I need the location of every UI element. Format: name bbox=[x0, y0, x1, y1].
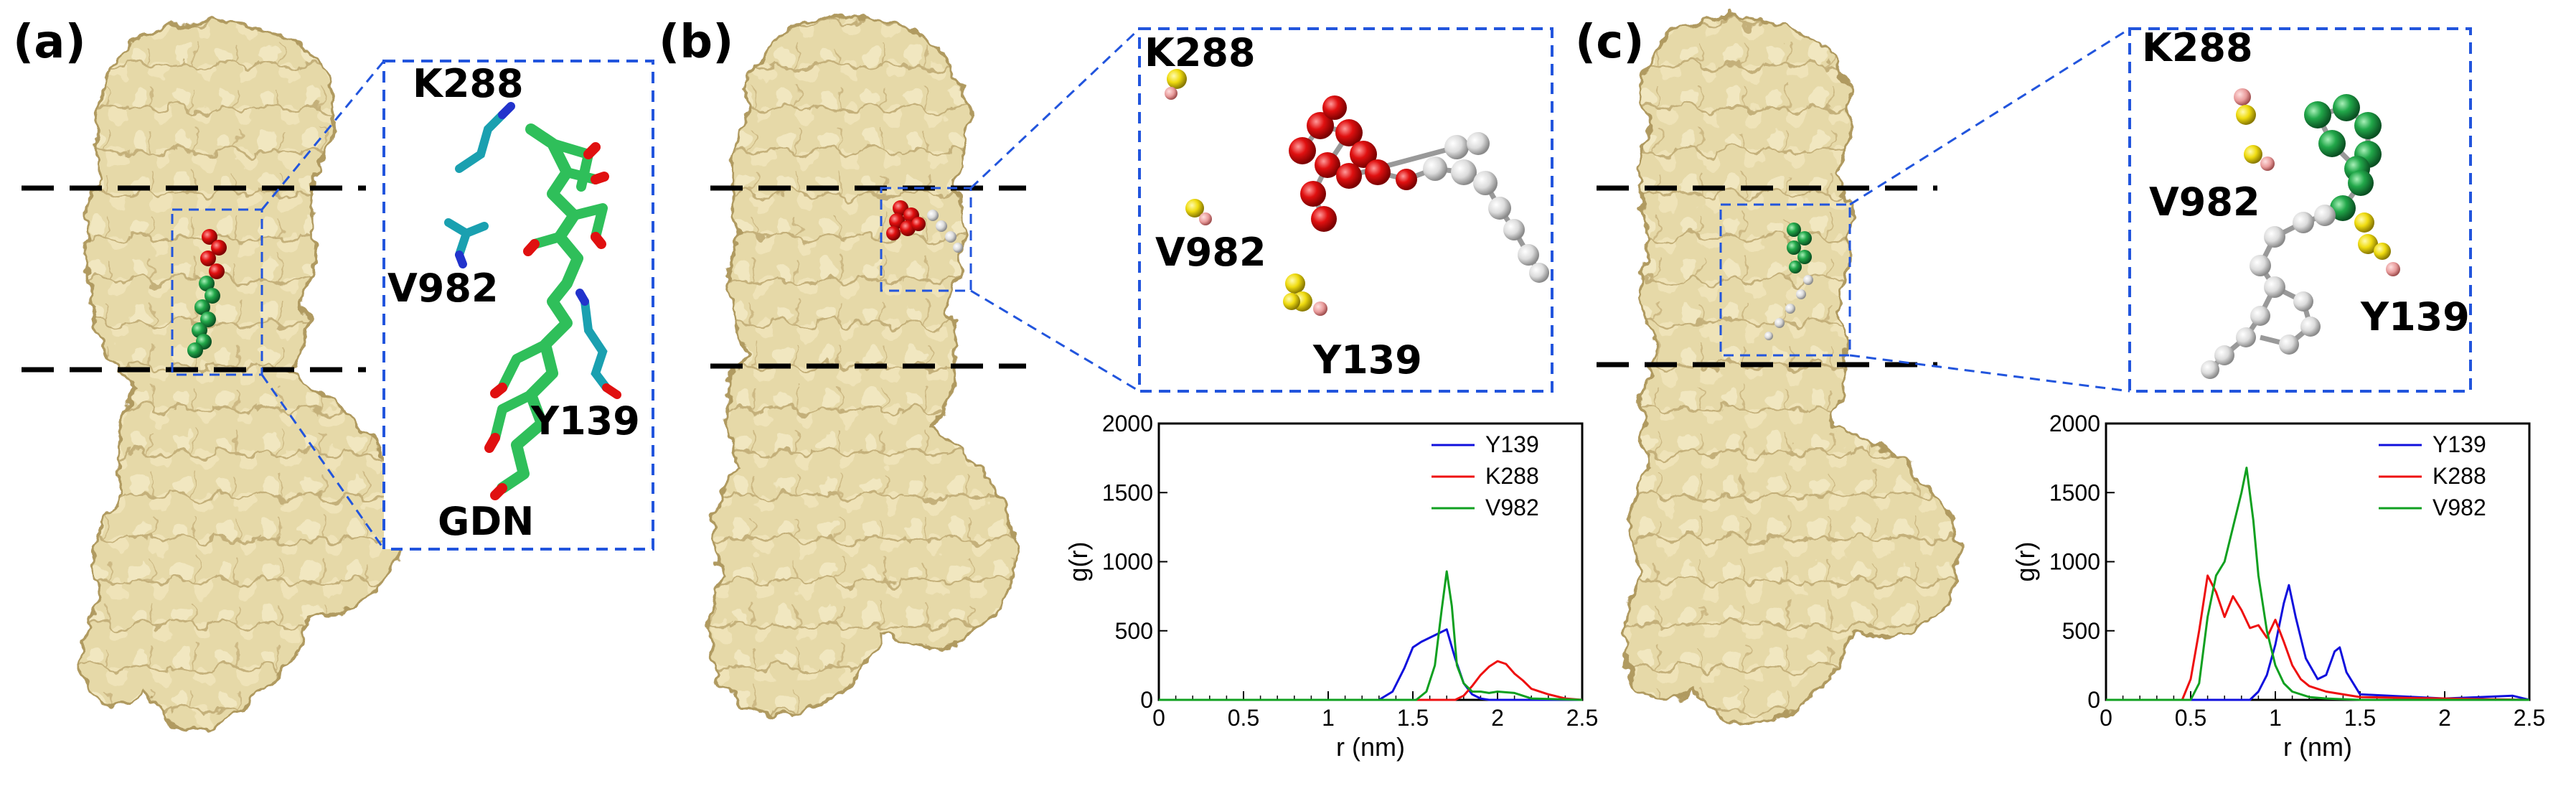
zoom-inset-c bbox=[2128, 27, 2472, 393]
residue-label-y139-c: Y139 bbox=[2360, 294, 2470, 340]
residue-k288-sticks bbox=[455, 102, 515, 173]
chart-1-x-axis-label: r (nm) bbox=[2283, 732, 2352, 762]
panel-c-label: (c) bbox=[1575, 16, 1644, 69]
chart-1-x-tick-label: 2.5 bbox=[2514, 705, 2545, 731]
zoom-connector-c1 bbox=[1849, 27, 2130, 206]
residue-y139-balls-b bbox=[1283, 273, 1327, 316]
residue-label-v982-b: V982 bbox=[1155, 230, 1266, 275]
gr-chart-c: 0 0.5 1 1.5 2 2.5 0 500 1000 1500 2000 r (nm) g(r) Y1… bbox=[2011, 411, 2545, 762]
ligand-spheres-c bbox=[1764, 223, 1813, 340]
residue-label-y139-a: Y139 bbox=[530, 398, 640, 444]
residue-v982-balls-c bbox=[2244, 145, 2275, 171]
chart-0-series-line-y139 bbox=[1159, 628, 1582, 701]
residue-label-k288-a: K288 bbox=[413, 61, 524, 106]
chart-0-y-tick-label: 2000 bbox=[1102, 411, 1153, 436]
chart-0-y-tick-label: 1500 bbox=[1102, 479, 1153, 505]
chart-0-legend-label-k288: K288 bbox=[1485, 463, 1539, 489]
protein-surface-c bbox=[1622, 16, 1960, 726]
ligand-sticks-a bbox=[484, 123, 609, 500]
residue-label-y139-b: Y139 bbox=[1312, 337, 1422, 383]
gr-chart-b: 0 0.5 1 1.5 2 2.5 0 500 1000 1500 2000 r (nm) g(r) Y1… bbox=[1063, 411, 1598, 762]
chart-1-x-tick-label: 1 bbox=[2269, 705, 2282, 731]
ligand-spheres-a bbox=[187, 229, 227, 358]
panel-c: (c) bbox=[1575, 16, 2545, 762]
panel-b: (b) bbox=[659, 16, 1598, 762]
zoom-inset-b bbox=[1138, 27, 1553, 393]
zoom-connector-c2 bbox=[1849, 354, 2130, 393]
chart-1-y-tick-label: 1500 bbox=[2049, 479, 2100, 505]
zoom-source-box-a bbox=[171, 208, 263, 376]
chart-0-legend-label-y139: Y139 bbox=[1485, 431, 1539, 457]
residue-y139-balls-c bbox=[2354, 212, 2400, 276]
zoom-connector-b2 bbox=[970, 289, 1140, 393]
residue-v982-sticks bbox=[444, 218, 489, 268]
chart-0-legend-label-v982: V982 bbox=[1485, 495, 1539, 520]
chart-1-series-line-y139 bbox=[2106, 584, 2530, 701]
chart-1-legend-label-k288: K288 bbox=[2432, 463, 2486, 489]
residue-label-k288-c: K288 bbox=[2142, 25, 2253, 70]
chart-1-y-axis-label: g(r) bbox=[2011, 542, 2040, 582]
chart-0-y-tick-label: 500 bbox=[1115, 618, 1153, 644]
residue-k288-balls-b bbox=[1165, 69, 1187, 100]
chart-1-series-line-v982 bbox=[2106, 467, 2529, 701]
chart-0-x-axis-label: r (nm) bbox=[1336, 732, 1405, 762]
chart-0-x-tick-label: 0 bbox=[1152, 705, 1165, 731]
chart-1-plot-frame bbox=[2105, 422, 2531, 701]
chart-1-legend-label-v982: V982 bbox=[2432, 495, 2486, 520]
chart-0-plot-frame bbox=[1157, 422, 1584, 701]
chart-1-series-line-k288 bbox=[2106, 574, 2530, 701]
residue-label-v982-c: V982 bbox=[2149, 179, 2260, 225]
chart-0-series-line-v982 bbox=[1159, 570, 1583, 701]
chart-0-x-tick-label: 0.5 bbox=[1228, 705, 1259, 731]
ligand-label-gdn: GDN bbox=[438, 499, 534, 544]
chart-0-x-tick-label: 2 bbox=[1491, 705, 1504, 731]
panel-a-label: (a) bbox=[13, 16, 86, 69]
residue-label-k288-b: K288 bbox=[1144, 30, 1256, 75]
residue-v982-balls-b bbox=[1185, 199, 1212, 225]
ligand-ball-stick-b bbox=[1289, 95, 1549, 283]
chart-0-x-tick-label: 1 bbox=[1322, 705, 1335, 731]
chart-1-y-tick-label: 500 bbox=[2062, 618, 2100, 644]
chart-0-y-tick-label: 0 bbox=[1140, 687, 1153, 713]
chart-0-y-axis-label: g(r) bbox=[1063, 542, 1093, 582]
chart-0-x-tick-label: 2.5 bbox=[1566, 705, 1598, 731]
chart-1-x-tick-label: 0.5 bbox=[2175, 705, 2206, 731]
chart-1-legend-label-y139: Y139 bbox=[2432, 431, 2486, 457]
residue-label-v982-a: V982 bbox=[387, 266, 499, 311]
chart-0-x-tick-label: 1.5 bbox=[1397, 705, 1429, 731]
ligand-ball-stick-c bbox=[2201, 94, 2382, 379]
chart-1-x-tick-label: 0 bbox=[2100, 705, 2112, 731]
chart-1-y-tick-label: 1000 bbox=[2049, 549, 2100, 575]
residue-y139-sticks bbox=[575, 289, 621, 399]
chart-1-y-tick-label: 2000 bbox=[2049, 411, 2100, 436]
chart-0-y-tick-label: 1000 bbox=[1102, 549, 1153, 575]
chart-1-x-tick-label: 2 bbox=[2438, 705, 2451, 731]
zoom-connector-b1 bbox=[969, 27, 1141, 190]
residue-k288-balls-c bbox=[2234, 88, 2256, 125]
zoom-source-box-b bbox=[880, 187, 972, 292]
chart-1-x-tick-label: 1.5 bbox=[2344, 705, 2376, 731]
zoom-connector-a2 bbox=[260, 374, 385, 550]
panel-b-label: (b) bbox=[659, 16, 733, 69]
chart-1-y-tick-label: 0 bbox=[2087, 687, 2100, 713]
zoom-source-box-c bbox=[1719, 203, 1851, 357]
chart-0-series-line-k288 bbox=[1159, 660, 1583, 701]
panel-a: (a) bbox=[13, 16, 654, 730]
ligand-spheres-b bbox=[886, 200, 963, 253]
